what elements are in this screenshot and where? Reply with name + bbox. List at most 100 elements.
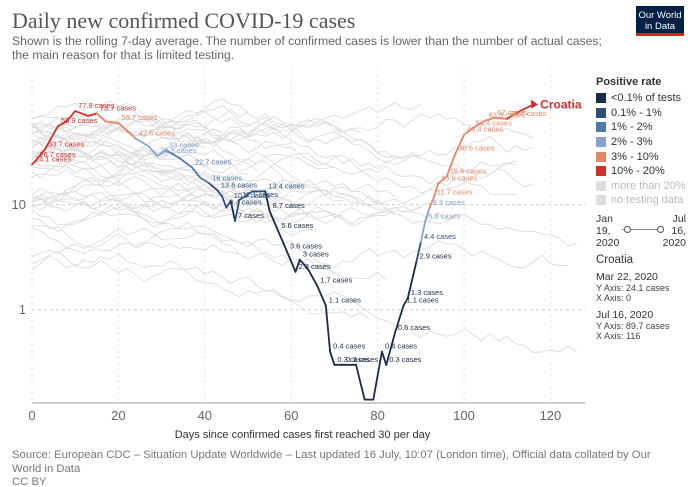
legend-item[interactable]: more than 20% [596, 179, 688, 194]
data-label: 1.1 cases [329, 296, 361, 305]
croatia-line-segment [225, 199, 232, 209]
legend-label: <0.1% of tests [611, 92, 682, 105]
timeline-end-year: 2020 [662, 237, 686, 249]
data-label: 9.3 cases [432, 198, 464, 207]
legend-item[interactable]: 2% - 3% [596, 135, 688, 150]
info-end-x: X Axis: 116 [596, 331, 641, 341]
croatia-line-segment [415, 241, 422, 263]
data-label: 77.9 cases [78, 101, 115, 110]
data-label: 3 cases [303, 250, 329, 259]
legend-swatch [596, 93, 606, 104]
croatia-line-segment [329, 350, 336, 366]
data-label: 67 cases [497, 108, 527, 117]
data-label: 63.3 cases [489, 111, 526, 120]
croatia-line-segment [298, 258, 310, 271]
legend-item[interactable]: <0.1% of tests [596, 91, 688, 106]
data-label: 1.3 cases [411, 288, 443, 297]
croatia-line-segment [428, 196, 435, 209]
croatia-line-segment [316, 284, 327, 307]
croatia-line-segment [221, 195, 228, 209]
legend-item[interactable]: 10% - 20% [596, 164, 688, 179]
croatia-line-segment [31, 159, 38, 166]
background-country-line [31, 179, 396, 210]
owid-logo[interactable]: Our World in Data [636, 6, 684, 36]
legend-label: 2% - 3% [611, 136, 653, 149]
x-tick-label: 0 [28, 408, 35, 423]
croatia-line-segment [463, 127, 474, 136]
y-tick-label: 10 [12, 197, 26, 212]
legend-item[interactable]: 3% - 10% [596, 149, 688, 164]
data-label: 5.6 cases [281, 221, 313, 230]
legend-item[interactable]: 1% - 2% [596, 120, 688, 135]
timeline-end-month: Jul [672, 213, 686, 225]
background-country-line [31, 98, 517, 172]
data-label: 0.3 cases [346, 355, 378, 364]
legend-swatch [596, 151, 606, 162]
background-country-line [31, 183, 421, 213]
timeline-start-handle[interactable] [624, 226, 631, 233]
croatia-line-segment [445, 152, 457, 178]
data-label: 9.4 cases [229, 198, 261, 207]
data-label: 13.4 cases [268, 181, 305, 190]
background-country-line [31, 193, 318, 236]
data-label: 59.7 cases [121, 113, 158, 122]
data-label: 16 cases [212, 173, 242, 182]
croatia-line-segment [506, 110, 522, 120]
croatia-line-segment [454, 133, 465, 155]
legend-swatch [596, 122, 606, 133]
croatia-line-segment [406, 260, 418, 299]
croatia-line-segment [87, 112, 98, 117]
data-label: 18.6 cases [450, 166, 487, 175]
background-country-line [31, 138, 301, 211]
data-label: 0.4 cases [385, 342, 417, 351]
data-label: 1.7 cases [320, 276, 352, 285]
croatia-line-segment [402, 296, 409, 307]
timeline-start-year: 2020 [596, 237, 620, 249]
legend-label: 0.1% - 1% [611, 106, 662, 119]
timeline-end-label: Jul 16, 2020 [658, 213, 686, 249]
legend-item[interactable]: 0.1% - 1% [596, 106, 688, 121]
legend-label: 1% - 2% [611, 121, 653, 134]
data-label: 2.9 cases [420, 251, 452, 260]
croatia-line-segment [44, 125, 59, 151]
data-label: 7 cases [238, 211, 264, 220]
x-tick-label: 80 [370, 408, 384, 423]
croatia-line-segment [471, 119, 487, 130]
legend-item[interactable]: no testing data [596, 193, 688, 208]
data-label: 33.7 cases [48, 139, 85, 148]
croatia-line-segment [147, 145, 159, 157]
croatia-line-segment [264, 190, 271, 213]
data-label: 3.6 cases [290, 241, 322, 250]
background-country-line [31, 188, 577, 247]
croatia-line-segment [432, 182, 440, 199]
croatia-line-segment [229, 199, 236, 222]
timeline-start-day: 19, [596, 225, 611, 237]
background-country-line [31, 250, 370, 320]
legend-title: Positive rate [596, 76, 662, 88]
timeline-track[interactable] [622, 229, 660, 230]
croatia-line-segment [394, 304, 405, 335]
data-label: 11.7 cases [437, 188, 473, 197]
legend-swatch [596, 180, 606, 191]
timeline-slider[interactable]: Jan 19, 2020 Jul 16, 2020 [596, 213, 686, 249]
timeline-end-handle[interactable] [657, 226, 664, 233]
country-info-panel: Croatia Mar 22, 2020 Y Axis: 24.1 cases … [596, 254, 688, 347]
data-label: 0.3 cases [337, 355, 369, 364]
data-label: 22.7 cases [195, 157, 232, 166]
y-tick-label: 1 [19, 302, 26, 317]
data-label: 0.6 cases [398, 323, 430, 332]
timeline-start-label: Jan 19, 2020 [596, 213, 624, 249]
info-start-block: Mar 22, 2020 Y Axis: 24.1 cases X Axis: … [596, 271, 688, 303]
data-label: 0.3 cases [389, 355, 421, 364]
x-axis-label: Days since confirmed cases first reached… [175, 429, 431, 441]
info-country: Croatia [596, 254, 634, 266]
croatia-line-segment [277, 230, 288, 253]
chart-subtitle: Shown is the rolling 7-day average. The … [12, 34, 602, 62]
x-tick-label: 40 [198, 408, 212, 423]
croatia-line-segment [294, 258, 301, 273]
logo-line-1: Our World [638, 10, 682, 21]
info-start-x: X Axis: 0 [596, 293, 632, 303]
data-label: 26.7 cases [39, 150, 76, 159]
background-country-line [31, 227, 240, 258]
